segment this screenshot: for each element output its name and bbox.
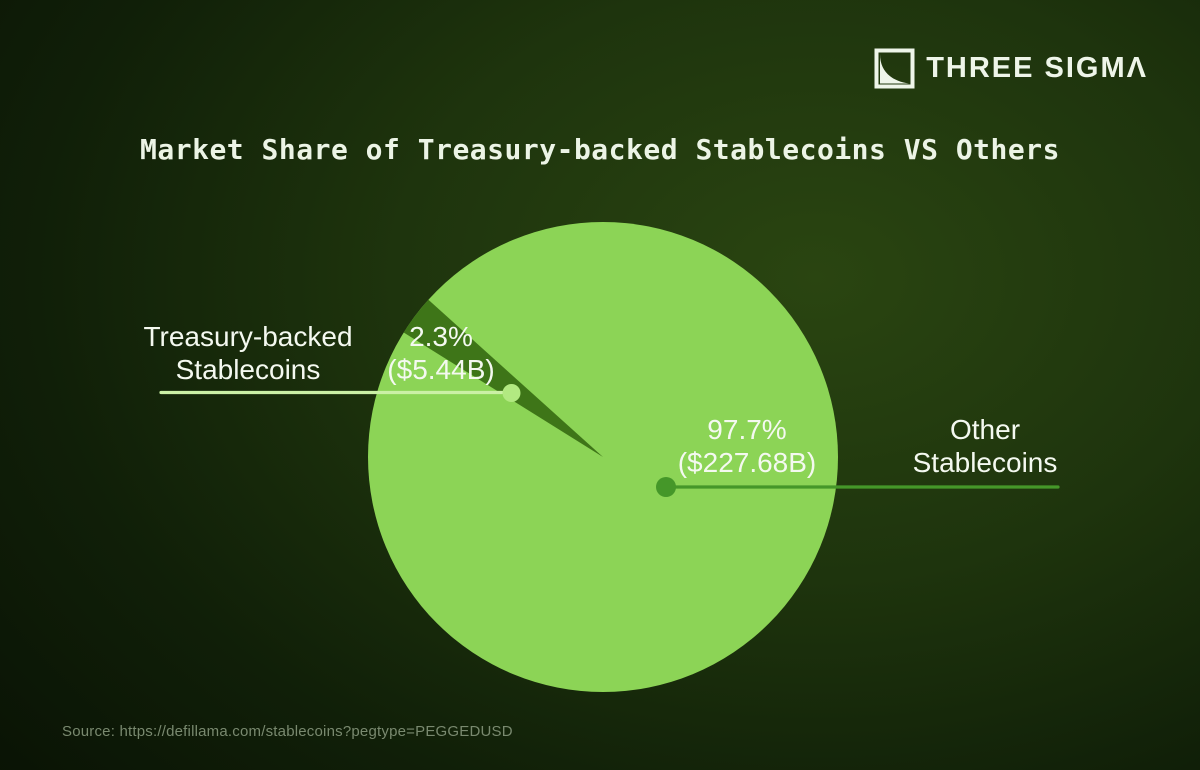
label-treasury-line1: Treasury-backed xyxy=(143,321,353,352)
brand-name: THREE SIGMΛ xyxy=(926,52,1148,84)
label-other-line2: Stablecoins xyxy=(912,447,1058,478)
leader-dot-other xyxy=(656,477,676,497)
brand-logo: THREE SIGMΛ xyxy=(874,48,1148,89)
pie-slice-treasury xyxy=(403,299,603,457)
source-citation: Source: https://defillama.com/stablecoin… xyxy=(62,723,513,740)
label-treasury-line2: Stablecoins xyxy=(175,354,321,385)
label-treasury-backed: Treasury-backed Stablecoins xyxy=(98,320,398,386)
value-treasury-amount: ($5.44B) xyxy=(387,354,495,385)
value-other-percent: 97.7% xyxy=(707,414,787,445)
value-other: 97.7% ($227.68B) xyxy=(597,413,897,479)
label-other-line1: Other xyxy=(949,414,1021,445)
value-other-amount: ($227.68B) xyxy=(677,447,817,478)
chart-title: Market Share of Treasury-backed Stableco… xyxy=(140,133,1060,166)
label-other-stablecoins: Other Stablecoins xyxy=(835,413,1135,479)
three-sigma-icon xyxy=(874,48,915,89)
leader-dot-treasury xyxy=(502,384,521,402)
value-treasury-percent: 2.3% xyxy=(409,321,473,352)
value-treasury: 2.3% ($5.44B) xyxy=(341,320,541,386)
